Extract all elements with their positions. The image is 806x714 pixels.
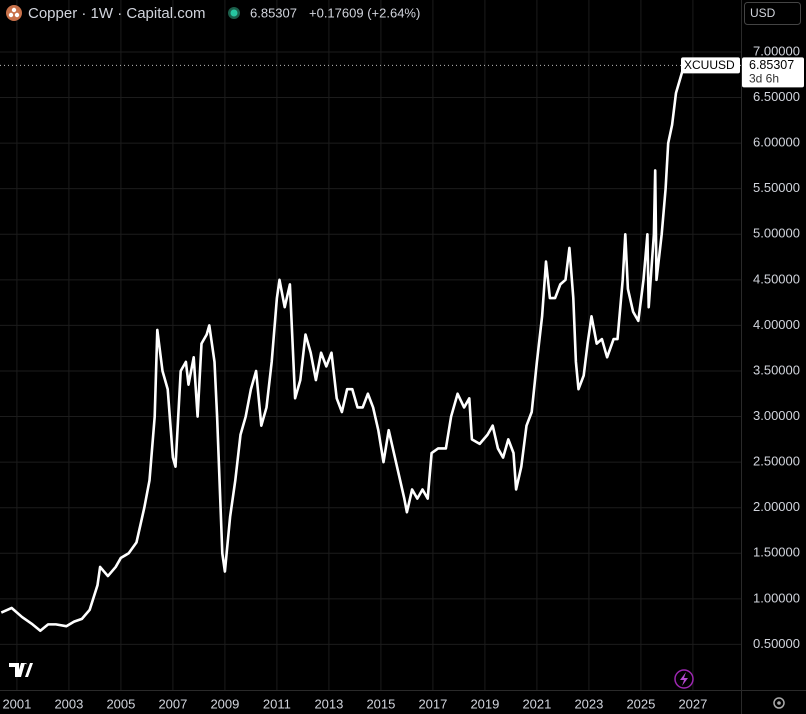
y-tick-label: 1.00000 xyxy=(753,590,800,605)
x-tick-label: 2001 xyxy=(2,696,31,711)
y-tick-label: 5.50000 xyxy=(753,180,800,195)
x-tick-label: 2021 xyxy=(522,696,551,711)
settings-icon xyxy=(777,701,781,705)
y-tick-label: 3.00000 xyxy=(753,408,800,423)
x-tick-label: 2013 xyxy=(314,696,343,711)
x-tick-label: 2023 xyxy=(574,696,603,711)
y-tick-label: 4.00000 xyxy=(753,317,800,332)
symbol-icon-dot xyxy=(11,7,17,13)
y-tick-label: 3.50000 xyxy=(753,362,800,377)
y-tick-label: 6.50000 xyxy=(753,89,800,104)
y-tick-label: 7.00000 xyxy=(753,43,800,58)
countdown-label: 3d 6h xyxy=(749,72,779,86)
settings-button[interactable] xyxy=(773,697,785,709)
x-tick-label: 2005 xyxy=(106,696,135,711)
x-tick-label: 2025 xyxy=(626,696,655,711)
x-tick-label: 2015 xyxy=(366,696,395,711)
header-price: 6.85307 xyxy=(250,5,297,20)
x-tick-label: 2027 xyxy=(678,696,707,711)
x-tick-label: 2011 xyxy=(263,696,291,711)
x-tick-label: 2017 xyxy=(418,696,447,711)
status-dot xyxy=(230,9,238,17)
y-tick-label: 2.00000 xyxy=(753,499,800,514)
tv-logo xyxy=(25,663,33,677)
x-tick-label: 2007 xyxy=(158,696,187,711)
y-tick-label: 1.50000 xyxy=(753,545,800,560)
symbol-icon xyxy=(6,5,22,21)
x-tick-label: 2009 xyxy=(210,696,239,711)
last-price-label: 6.85307 xyxy=(749,58,794,72)
header-change: +0.17609 (+2.64%) xyxy=(309,5,420,20)
lightning-button[interactable] xyxy=(674,669,694,689)
x-tick-label: 2019 xyxy=(470,696,499,711)
symbol-icon-dot xyxy=(14,12,20,18)
last-price-box xyxy=(742,57,804,88)
series-tag xyxy=(681,57,740,74)
y-tick-label: 4.50000 xyxy=(753,271,800,286)
tv-logo[interactable] xyxy=(9,663,28,677)
x-tick-label: 2003 xyxy=(54,696,83,711)
chart-title[interactable]: Copper · 1W · Capital.com xyxy=(28,5,206,22)
currency-label[interactable]: USD xyxy=(750,6,776,20)
tv-logo[interactable] xyxy=(8,659,12,681)
symbol-icon-dot xyxy=(8,12,14,18)
grid xyxy=(0,0,741,690)
price-line xyxy=(0,64,686,633)
plot xyxy=(0,64,741,633)
y-tick-label: 0.50000 xyxy=(753,636,800,651)
y-tick-label: 5.00000 xyxy=(753,226,800,241)
lightning-icon xyxy=(680,672,688,686)
y-tick-label: 2.50000 xyxy=(753,454,800,469)
currency-button[interactable] xyxy=(744,2,801,25)
series-tag-label: XCUUSD xyxy=(684,58,735,72)
y-tick-label: 6.00000 xyxy=(753,135,800,150)
